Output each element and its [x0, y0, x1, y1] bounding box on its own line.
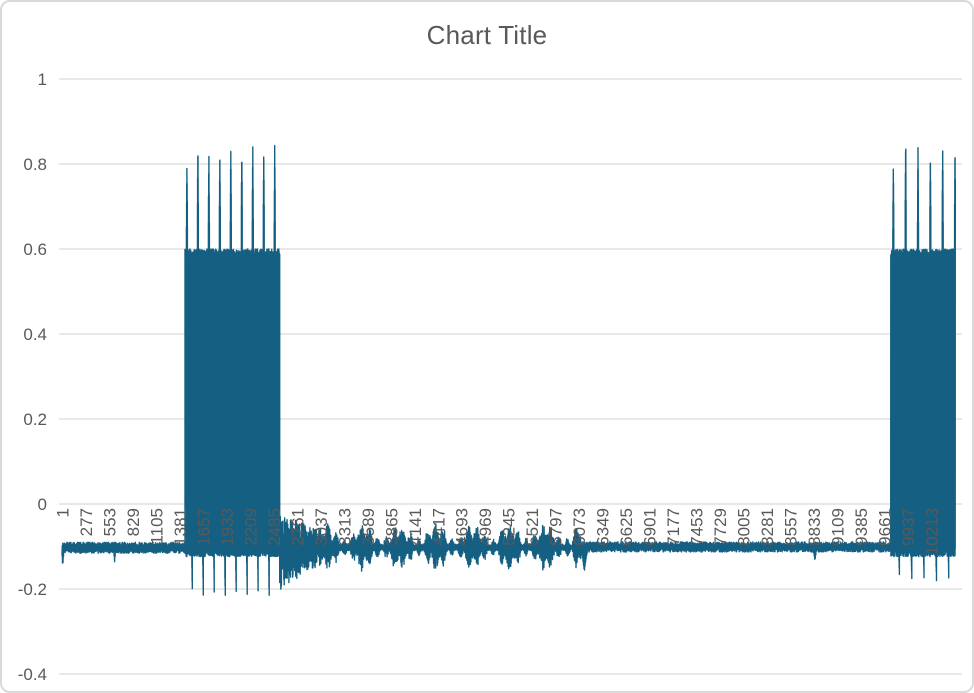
x-tick-label: 9109	[829, 508, 848, 546]
x-tick-label: 9661	[876, 508, 895, 546]
y-tick-label: 0.8	[23, 155, 47, 174]
x-tick-label: 4417	[429, 508, 448, 546]
x-tick-label: 6901	[641, 508, 660, 546]
x-tick-label: 6625	[617, 508, 636, 546]
x-tick-label: 1933	[218, 508, 237, 546]
y-tick-label: 0.2	[23, 410, 47, 429]
y-tick-label: 0.6	[23, 240, 47, 259]
x-tick-label: 3589	[359, 508, 378, 546]
x-tick-label: 3313	[335, 508, 354, 546]
x-tick-label: 553	[101, 508, 120, 536]
y-tick-label: -0.2	[18, 580, 47, 599]
y-tick-label: 0.4	[23, 325, 47, 344]
x-tick-label: 8557	[782, 508, 801, 546]
x-tick-label: 9937	[899, 508, 918, 546]
chart-title: Chart Title	[426, 20, 548, 50]
x-tick-label: 2761	[288, 508, 307, 546]
series-line	[61, 144, 956, 596]
x-tick-label: 7729	[711, 508, 730, 546]
x-tick-label: 3037	[312, 508, 331, 546]
x-tick-label: 277	[77, 508, 96, 536]
y-tick-label: 0	[38, 495, 47, 514]
x-tick-label: 1381	[171, 508, 190, 546]
y-axis-labels: 1 0.8 0.6 0.4 0.2 0 -0.2 -0.4	[18, 70, 47, 684]
x-tick-label: 8833	[805, 508, 824, 546]
y-tick-label: -0.4	[18, 665, 47, 684]
x-tick-label: 1657	[194, 508, 213, 546]
x-tick-label: 5245	[500, 508, 519, 546]
x-tick-label: 8005	[735, 508, 754, 546]
x-axis-labels: 1 277 553 829 1105 1381 1657 1933 2209 2485 2761 30…	[54, 508, 942, 555]
x-tick-label: 1	[54, 508, 73, 517]
x-tick-label: 2485	[265, 508, 284, 546]
x-tick-label: 7453	[688, 508, 707, 546]
x-tick-label: 1105	[147, 508, 166, 545]
x-tick-label: 2209	[241, 508, 260, 546]
series-group	[61, 144, 956, 596]
x-tick-label: 4141	[406, 508, 425, 546]
x-tick-label: 10213	[922, 508, 941, 555]
x-tick-label: 5797	[547, 508, 566, 546]
x-tick-label: 6073	[570, 508, 589, 546]
x-tick-label: 4693	[453, 508, 472, 546]
x-tick-label: 8281	[758, 508, 777, 546]
x-tick-label: 5521	[523, 508, 542, 546]
x-tick-label: 6349	[594, 508, 613, 546]
x-tick-label: 7177	[664, 508, 683, 546]
x-tick-label: 829	[124, 508, 143, 536]
x-tick-label: 4969	[476, 508, 495, 546]
x-tick-label: 9385	[852, 508, 871, 546]
y-tick-label: 1	[38, 70, 47, 89]
x-tick-label: 3865	[382, 508, 401, 546]
